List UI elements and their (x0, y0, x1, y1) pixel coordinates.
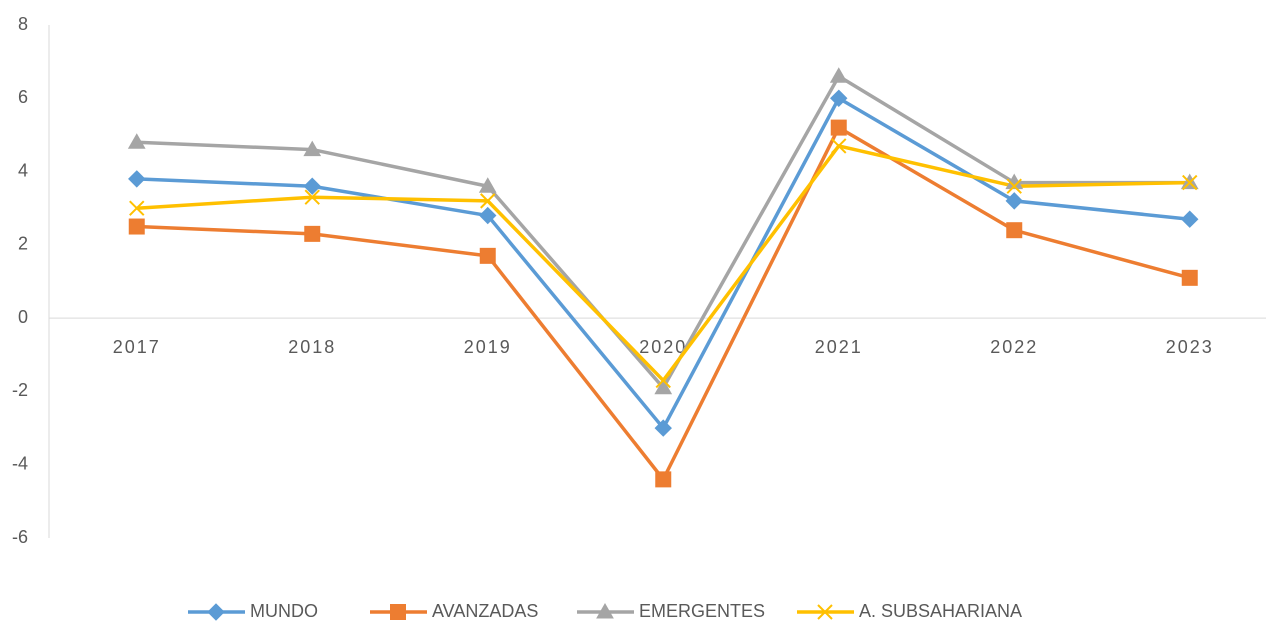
data-point (1181, 210, 1199, 228)
data-point (129, 200, 145, 216)
data-point (654, 419, 672, 437)
y-tick-label: 4 (18, 160, 28, 180)
x-tick-label: 2020 (639, 337, 687, 357)
data-point (831, 138, 847, 154)
data-point (303, 140, 322, 157)
y-tick-label: 0 (18, 307, 28, 327)
y-tick-label: -4 (12, 453, 28, 473)
data-point (654, 378, 673, 395)
data-point (478, 177, 497, 193)
data-point (304, 189, 320, 205)
data-point (1181, 269, 1198, 286)
data-point (655, 471, 672, 488)
legend-label: AVANZADAS (432, 601, 538, 621)
legend-marker (390, 604, 406, 620)
data-point (1006, 222, 1023, 239)
legend-marker (596, 602, 614, 619)
data-point (830, 89, 848, 107)
x-tick-label: 2019 (464, 337, 512, 357)
legend-label: MUNDO (250, 601, 318, 621)
data-point (1182, 174, 1198, 191)
data-point (480, 193, 496, 209)
data-point (829, 67, 848, 83)
data-point (128, 218, 145, 235)
y-tick-label: -2 (12, 380, 28, 400)
x-tick-label: 2017 (113, 337, 161, 357)
data-point (1006, 178, 1022, 194)
legend-label: A. SUBSAHARIANA (859, 601, 1022, 621)
data-point (655, 372, 671, 389)
data-point (304, 225, 321, 242)
data-point (128, 170, 146, 188)
data-point (303, 177, 321, 195)
legend-marker (207, 603, 225, 621)
legend-marker (817, 604, 833, 620)
data-point (479, 206, 497, 225)
data-point (479, 247, 496, 264)
x-tick-label: 2018 (288, 337, 336, 357)
y-tick-label: 8 (18, 14, 28, 34)
y-tick-label: -6 (12, 527, 28, 547)
y-tick-label: 2 (18, 234, 28, 254)
data-point (1005, 192, 1023, 210)
x-tick-label: 2021 (815, 337, 863, 357)
y-tick-label: 6 (18, 87, 28, 107)
data-point (830, 119, 847, 136)
x-tick-label: 2022 (990, 337, 1038, 357)
legend-label: EMERGENTES (639, 601, 765, 621)
x-tick-label: 2023 (1166, 337, 1214, 357)
data-point (127, 133, 146, 149)
